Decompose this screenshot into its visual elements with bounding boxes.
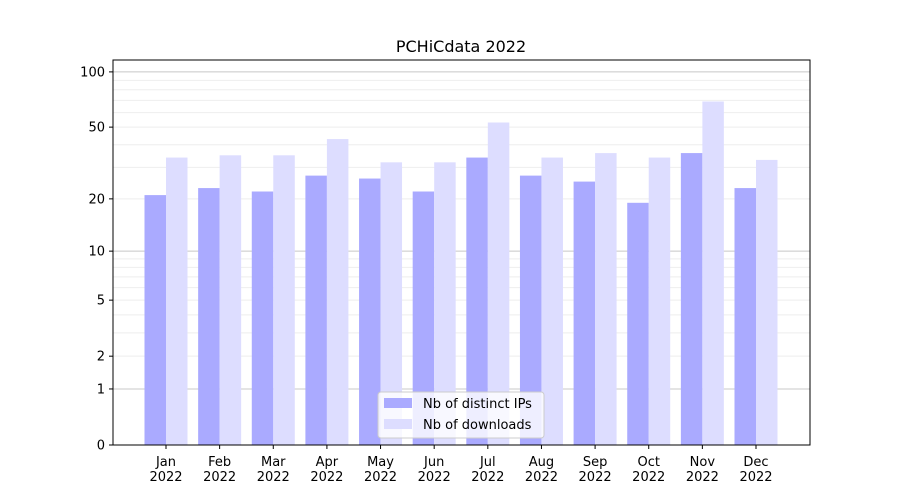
x-tick-label: Sep 2022 xyxy=(579,455,612,485)
bar-ips xyxy=(198,188,220,445)
bar-ips xyxy=(305,175,327,445)
bar-downloads xyxy=(541,157,563,446)
bar-downloads xyxy=(487,122,510,446)
y-tick-label: 10 xyxy=(88,245,105,260)
legend: Nb of distinct IPs Nb of downloads xyxy=(377,391,545,439)
legend-label-downloads: Nb of downloads xyxy=(423,418,532,433)
bar-downloads xyxy=(434,162,456,445)
bar-ips xyxy=(412,191,435,445)
y-tick-label: 50 xyxy=(88,121,105,136)
y-tick-label: 100 xyxy=(80,65,105,80)
bar-ips xyxy=(144,195,166,445)
bar-ips xyxy=(519,175,542,445)
bar-downloads xyxy=(756,159,778,446)
bar-ips xyxy=(359,178,381,446)
bar-ips xyxy=(466,157,488,446)
x-tick-label: Jan 2022 xyxy=(149,455,182,485)
y-tick-label: 20 xyxy=(88,192,105,207)
x-tick-label: Jul 2022 xyxy=(471,455,504,485)
bar-downloads xyxy=(380,162,403,445)
plot-frame xyxy=(112,59,811,446)
x-tick-label: Aug 2022 xyxy=(525,455,558,485)
y-tick-label: 5 xyxy=(97,294,105,309)
bar-ips xyxy=(680,153,703,445)
x-tick-label: Oct 2022 xyxy=(632,455,665,485)
chart-title: PCHiCdata 2022 xyxy=(396,37,526,56)
bar-downloads xyxy=(702,101,724,446)
bar-ips xyxy=(734,188,756,445)
legend-label-ips: Nb of distinct IPs xyxy=(423,397,532,412)
bar-downloads xyxy=(273,155,295,445)
y-tick-label: 2 xyxy=(97,350,105,365)
legend-swatch-ips xyxy=(384,398,412,408)
x-tick-label: May 2022 xyxy=(364,455,397,485)
x-tick-label: Jun 2022 xyxy=(418,455,451,485)
bar-downloads xyxy=(166,157,188,446)
bar-ips xyxy=(627,202,649,445)
y-tick-label: 0 xyxy=(97,439,105,454)
x-tick-label: Nov 2022 xyxy=(686,455,719,485)
legend-swatch-downloads xyxy=(384,419,412,429)
bar-downloads xyxy=(595,153,617,445)
y-tick-label: 1 xyxy=(97,382,105,397)
x-tick-label: Feb 2022 xyxy=(203,455,236,485)
x-tick-label: Apr 2022 xyxy=(310,455,343,485)
x-tick-label: Dec 2022 xyxy=(739,455,772,485)
bar-downloads xyxy=(326,139,349,446)
bar-downloads xyxy=(219,155,242,445)
x-tick-label: Mar 2022 xyxy=(257,455,290,485)
bar-downloads xyxy=(648,157,671,446)
bar-ips xyxy=(251,191,274,445)
bar-ips xyxy=(573,181,596,445)
legend-box xyxy=(377,391,545,439)
